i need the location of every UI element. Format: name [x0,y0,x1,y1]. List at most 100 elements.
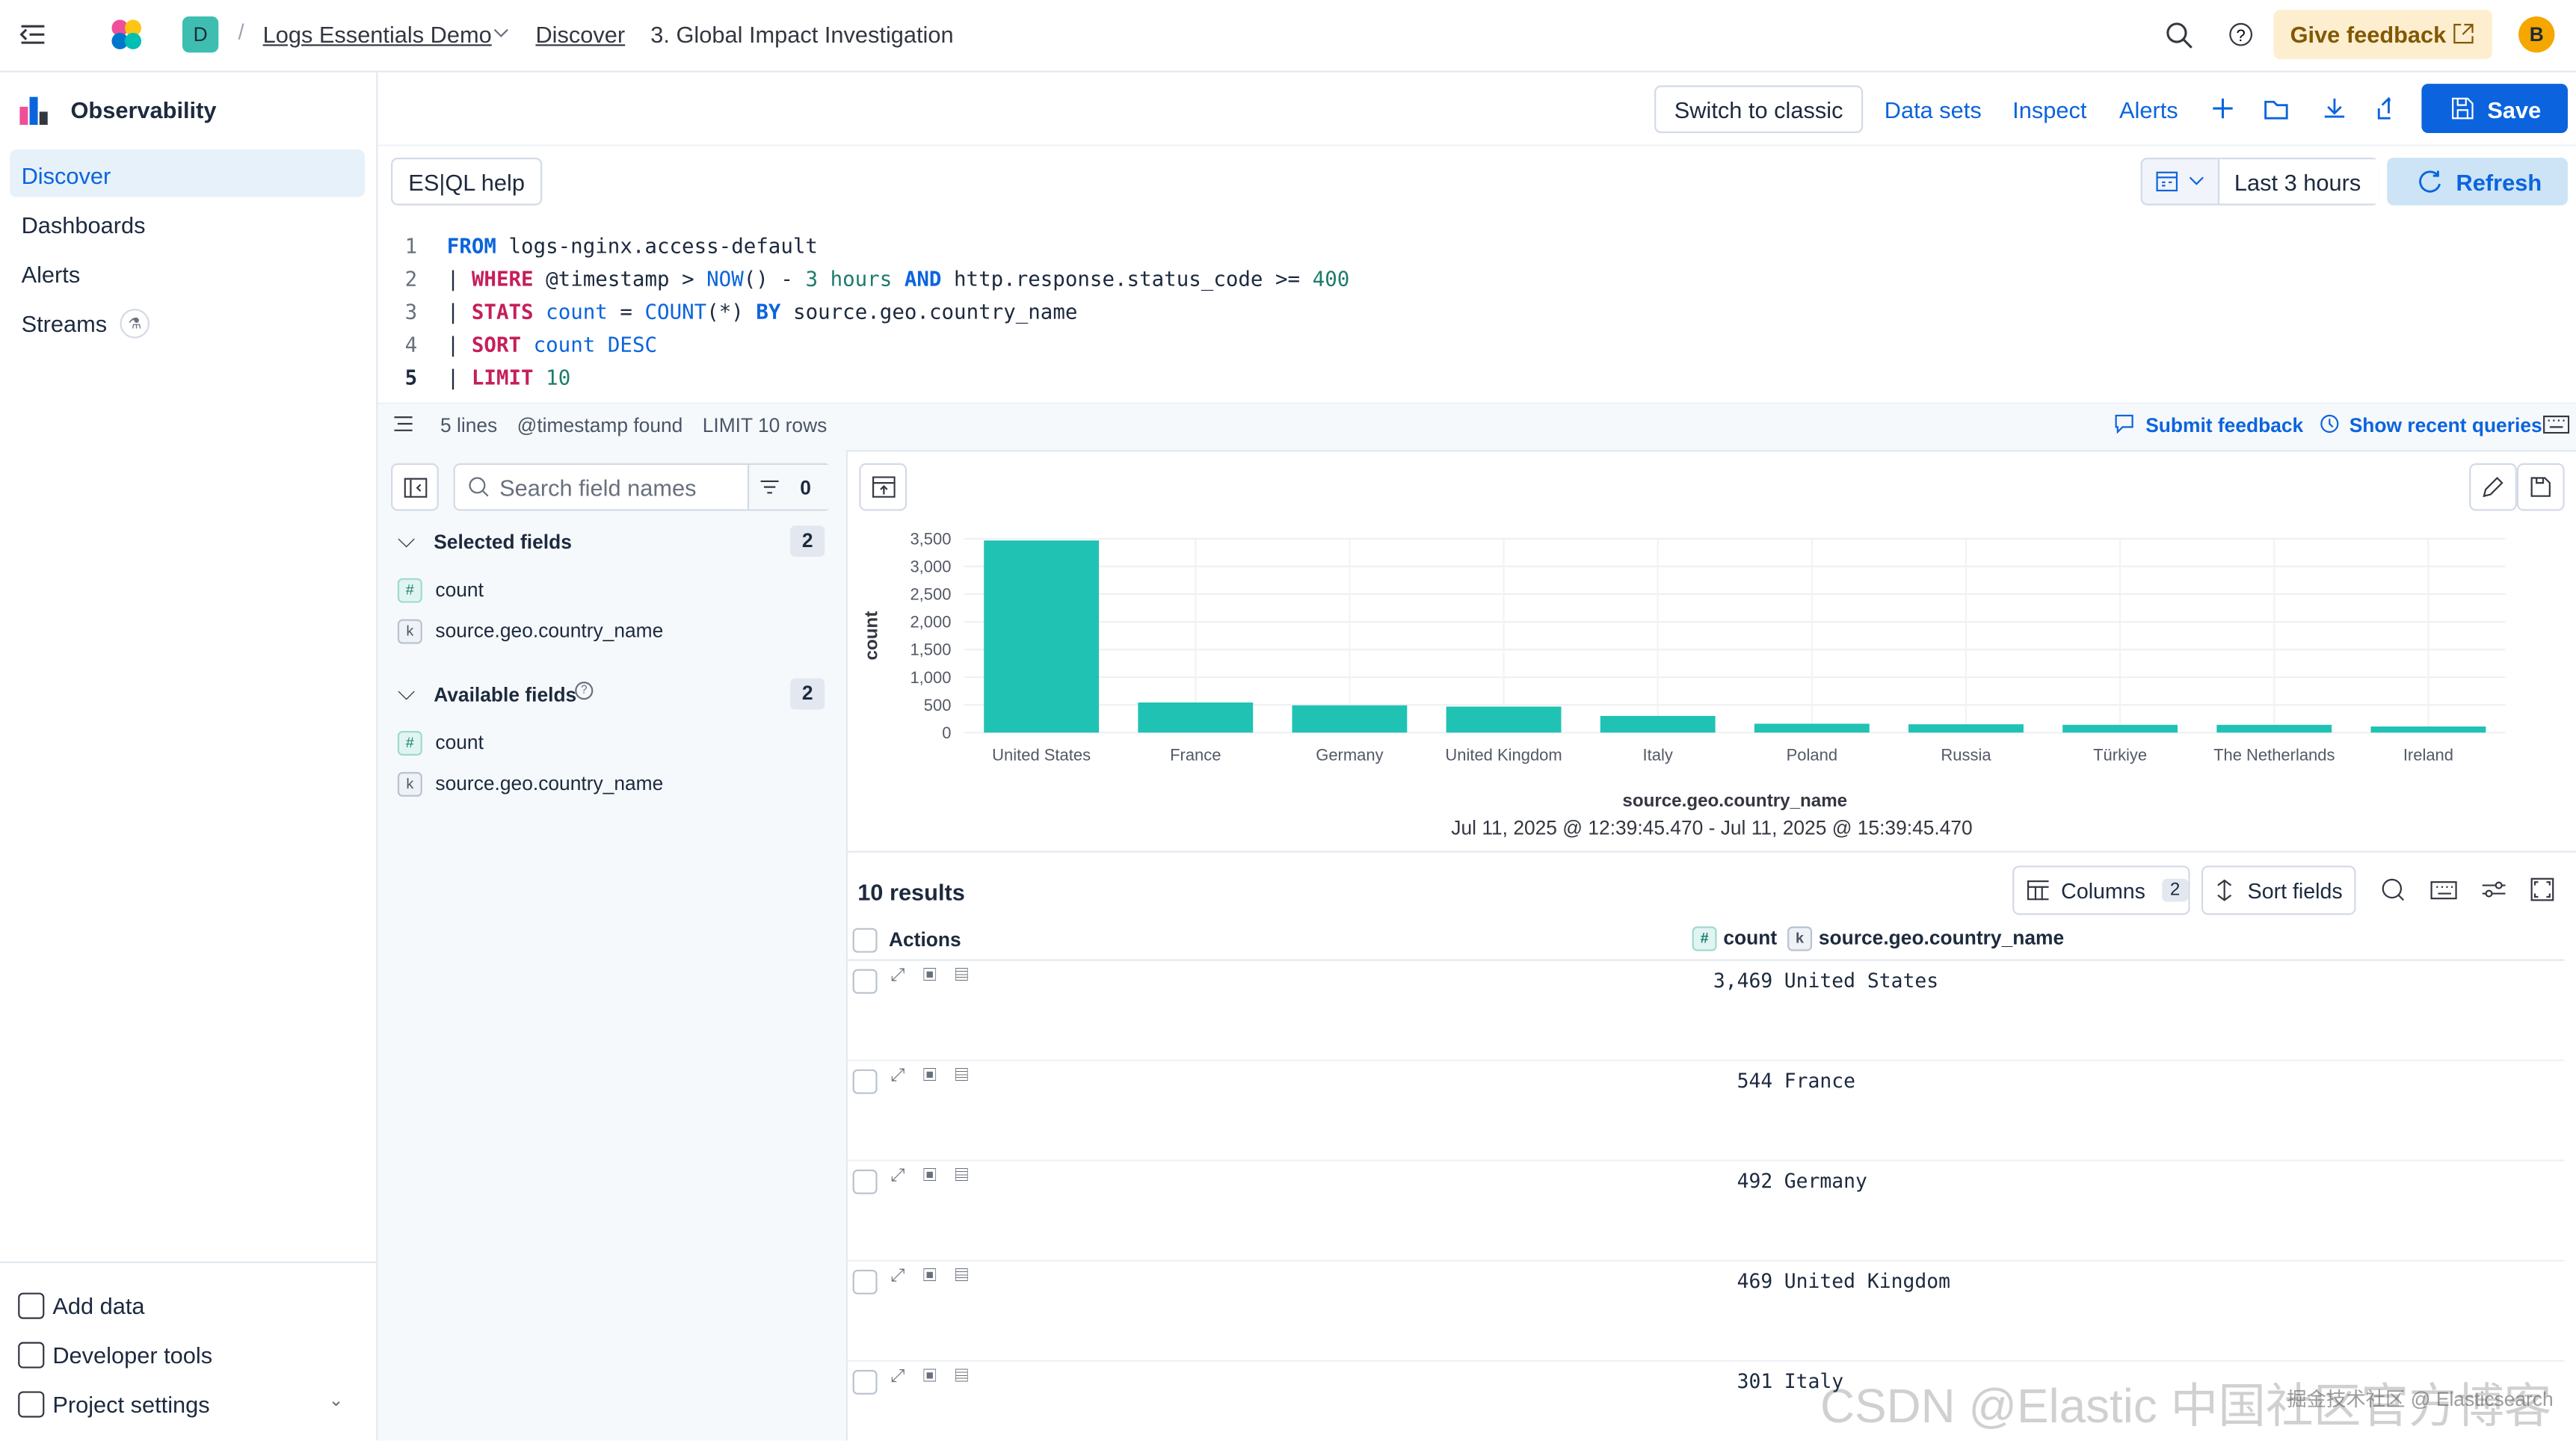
switch-classic[interactable]: Switch to classic [1654,85,1864,134]
search-icon[interactable] [2166,22,2193,49]
submit-feedback[interactable]: Submit feedback [2145,413,2304,437]
nav-item[interactable]: Streams [21,310,108,337]
group-chevron: ⌵ [397,678,416,705]
menu-toggle[interactable] [19,23,46,46]
row-checkbox[interactable] [852,969,878,994]
field-type: k [397,620,422,645]
sidebar [0,72,378,1441]
code-token: | [446,298,472,324]
code-line: FROM logs-nginx.access-default [447,233,818,258]
y-tick-label: 1,500 [910,641,951,659]
give-feedback[interactable] [2273,10,2492,60]
field-name: source.geo.country_name [435,619,664,643]
lines-icon [394,416,413,431]
cell-country: Germany [1784,1169,1867,1193]
field-item[interactable]: k source.geo.country_name [397,619,664,645]
nav-item[interactable]: Dashboards [21,212,146,238]
line-number: 3 [404,298,418,324]
breadcrumb[interactable]: Logs Essentials Demo [262,21,492,48]
code-token [892,266,905,291]
x-tick-label: Germany [1316,746,1383,765]
sidebar-title: Observability [70,96,217,123]
collapse-fields[interactable] [391,463,439,511]
cell-country: France [1784,1069,1855,1093]
refresh-icon [2419,170,2441,193]
nav-item[interactable]: Alerts [21,261,81,288]
row-checkbox[interactable] [852,1369,878,1395]
group-title[interactable]: Selected fields [434,530,572,554]
table-icons[interactable] [2369,867,2569,913]
field-item[interactable]: # count [397,578,484,604]
cell-count: 492 [1737,1169,1773,1193]
x-tick-label: The Netherlands [2213,746,2335,765]
row-actions[interactable]: ⤢▣▤ [890,1166,987,1186]
bar [2062,724,2178,733]
save-button[interactable] [2421,84,2569,134]
save-label: Save [2487,96,2542,123]
row-checkbox[interactable] [852,1269,878,1295]
logo[interactable] [108,16,144,52]
footer-item[interactable]: Developer tools [52,1342,213,1369]
columns-button[interactable]: Columns 2 [2012,865,2190,916]
date-value [2217,159,2379,204]
field-item[interactable]: k source.geo.country_name [397,772,663,797]
recent-queries[interactable]: Show recent queries [2349,413,2542,437]
row-actions[interactable]: ⤢▣▤ [890,1266,987,1286]
code-token [534,299,546,324]
code-token: count [546,298,608,324]
row-checkbox[interactable] [852,1169,878,1194]
avatar[interactable]: B [2518,16,2555,53]
chart-divider [845,851,2576,853]
field-type: k [397,772,422,797]
nav-item[interactable]: Discover [21,162,111,189]
label: Sort fields [2247,877,2343,903]
data-sets[interactable]: Data sets [1884,96,1982,123]
header-country: k source.geo.country_name [1787,927,2064,952]
row-actions[interactable]: ⤢▣▤ [890,966,987,986]
edit-visualization[interactable] [2469,463,2517,511]
sort-button[interactable]: Sort fields [2201,865,2356,916]
code-token [595,332,608,357]
chart-toggle[interactable] [859,463,908,511]
alerts[interactable]: Alerts [2119,96,2178,123]
bar [1600,715,1716,733]
toolbar [378,72,2576,146]
code-token: WHERE [471,266,534,291]
time-range: Last 3 hours [2234,169,2361,196]
inspect[interactable]: Inspect [2012,96,2087,123]
footer-icon [18,1391,45,1418]
type-badge: k [1787,927,1813,952]
x-tick-label: Türkiye [2093,746,2147,765]
table-row [845,1161,2565,1262]
select-all[interactable] [852,928,878,953]
row-checkbox[interactable] [852,1069,878,1094]
refresh-button[interactable] [2387,157,2569,206]
footer-item[interactable]: Project settings [52,1391,210,1418]
bar [1908,724,2024,733]
row-actions[interactable]: ⤢▣▤ [890,1066,987,1086]
row-actions[interactable]: ⤢▣▤ [890,1366,987,1386]
help-icon[interactable]: ? [2228,22,2254,48]
filter-box[interactable] [747,464,832,510]
code-token: FROM [446,233,496,259]
code-token: BY [756,298,781,324]
cell-count: 3,469 [1713,969,1773,993]
group-title[interactable]: Available fields [434,683,577,707]
status-item: LIMIT 10 rows [702,413,828,437]
breadcrumb[interactable]: Discover [535,21,626,48]
project-badge[interactable]: D [182,16,219,53]
footer-item[interactable]: Add data [52,1292,145,1319]
bar [2216,724,2332,733]
y-tick-label: 2,000 [910,613,951,632]
code-token: STATS [471,298,534,324]
group-chevron: ⌵ [397,525,416,552]
esql-help[interactable]: ES|QL help [391,157,543,206]
code-token [521,332,534,357]
toolbar-icons[interactable] [2210,95,2391,121]
code-token: COUNT [644,298,707,324]
breadcrumb: 3. Global Impact Investigation [650,21,954,48]
field-item[interactable]: # count [397,731,484,756]
bar [1138,702,1254,733]
code-line: | SORT count DESC [447,332,657,357]
save-visualization[interactable] [2516,463,2565,511]
